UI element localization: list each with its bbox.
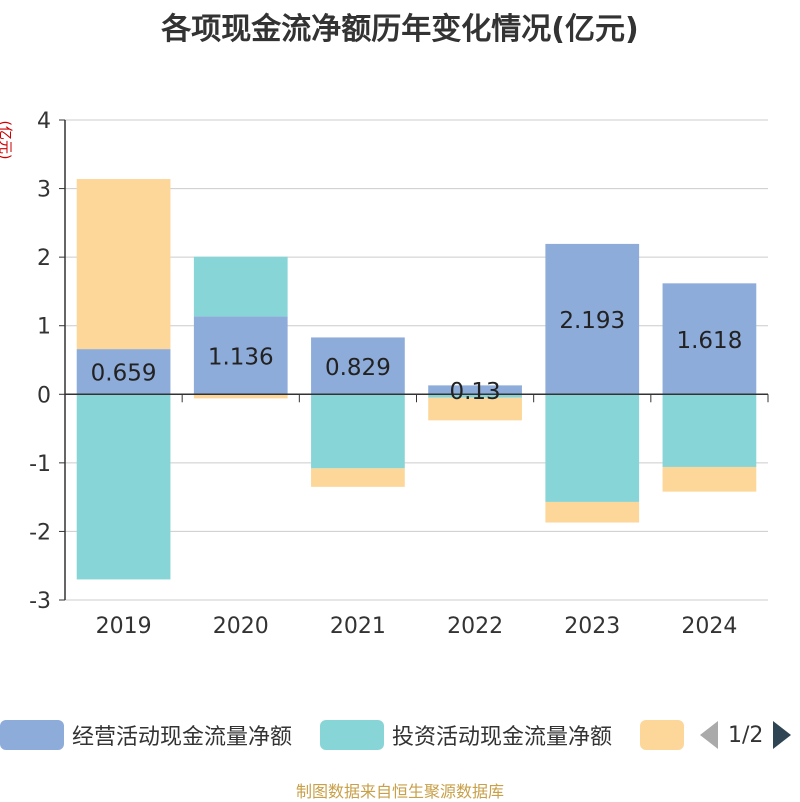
bar-series0-2020	[193, 316, 288, 395]
y-tick-label: -3	[29, 589, 51, 614]
y-tick-label: 4	[37, 109, 51, 134]
bar-series1-2024	[662, 394, 757, 467]
legend-next-arrow-icon[interactable]	[773, 721, 792, 749]
y-tick-label: 3	[37, 178, 51, 203]
legend-swatch-investing	[320, 720, 384, 750]
x-tick-label: 2020	[213, 614, 269, 639]
bar-series1-2021	[311, 394, 405, 469]
x-tick-label: 2022	[447, 614, 503, 639]
legend-swatch-operating	[0, 720, 64, 750]
x-tick-label: 2024	[681, 614, 737, 639]
y-tick-label: -2	[29, 520, 51, 545]
bar-series0-2022	[428, 385, 522, 395]
legend-label-operating: 经营活动现金流量净额	[72, 725, 293, 750]
data-label: 0.829	[325, 355, 391, 381]
legend-item-operating[interactable]: 经营活动现金流量净额	[0, 718, 292, 752]
y-tick-label: 0	[37, 383, 51, 408]
bar-series2-2020	[193, 394, 288, 399]
bar-series2-2023	[545, 501, 640, 523]
bar-chart: 4 3 2 1 0 -1 -2 -3 2019 2020 2021 2022 2023 2024 0.659…	[29, 109, 769, 639]
y-tick-label: 1	[37, 315, 51, 340]
legend-swatch-financing	[640, 720, 684, 750]
legend-item-investing[interactable]: 投资活动现金流量净额	[320, 718, 612, 752]
legend-pager: 1/2	[700, 718, 792, 752]
legend-item-financing[interactable]	[640, 718, 684, 752]
bar-series2-2019	[76, 179, 171, 350]
bar-series1-2023	[545, 394, 640, 502]
data-label: 0.659	[91, 361, 157, 387]
bar-series1-2020	[193, 256, 288, 317]
bar-series1-2022	[428, 394, 522, 398]
bar-series0-2023	[545, 243, 640, 395]
x-tick-label: 2023	[564, 614, 620, 639]
y-tick-label: -1	[29, 452, 51, 477]
y-tick-label: 2	[37, 246, 51, 271]
bar-series0-2019	[76, 349, 171, 395]
chart-title: 各项现金流净额历年变化情况(亿元)	[161, 12, 639, 47]
legend-prev-arrow-icon[interactable]	[700, 721, 718, 749]
data-label: 1.618	[676, 328, 742, 354]
bar-series0-2024	[662, 283, 757, 395]
legend-page-indicator: 1/2	[728, 722, 764, 748]
data-label: 2.193	[559, 308, 625, 334]
bar-series2-2021	[311, 468, 405, 487]
legend-label-investing: 投资活动现金流量净额	[392, 725, 613, 750]
bar-series1-2019	[76, 394, 171, 580]
bar-series2-2024	[662, 466, 757, 492]
bar-series2-2022	[428, 397, 522, 421]
data-label: 1.136	[208, 344, 274, 370]
bar-series0-2021	[311, 337, 405, 395]
x-tick-label: 2021	[330, 614, 386, 639]
data-label: 0.13	[449, 379, 500, 405]
data-source-note: 制图数据来自恒生聚源数据库	[295, 782, 504, 801]
x-tick-label: 2019	[96, 614, 152, 639]
